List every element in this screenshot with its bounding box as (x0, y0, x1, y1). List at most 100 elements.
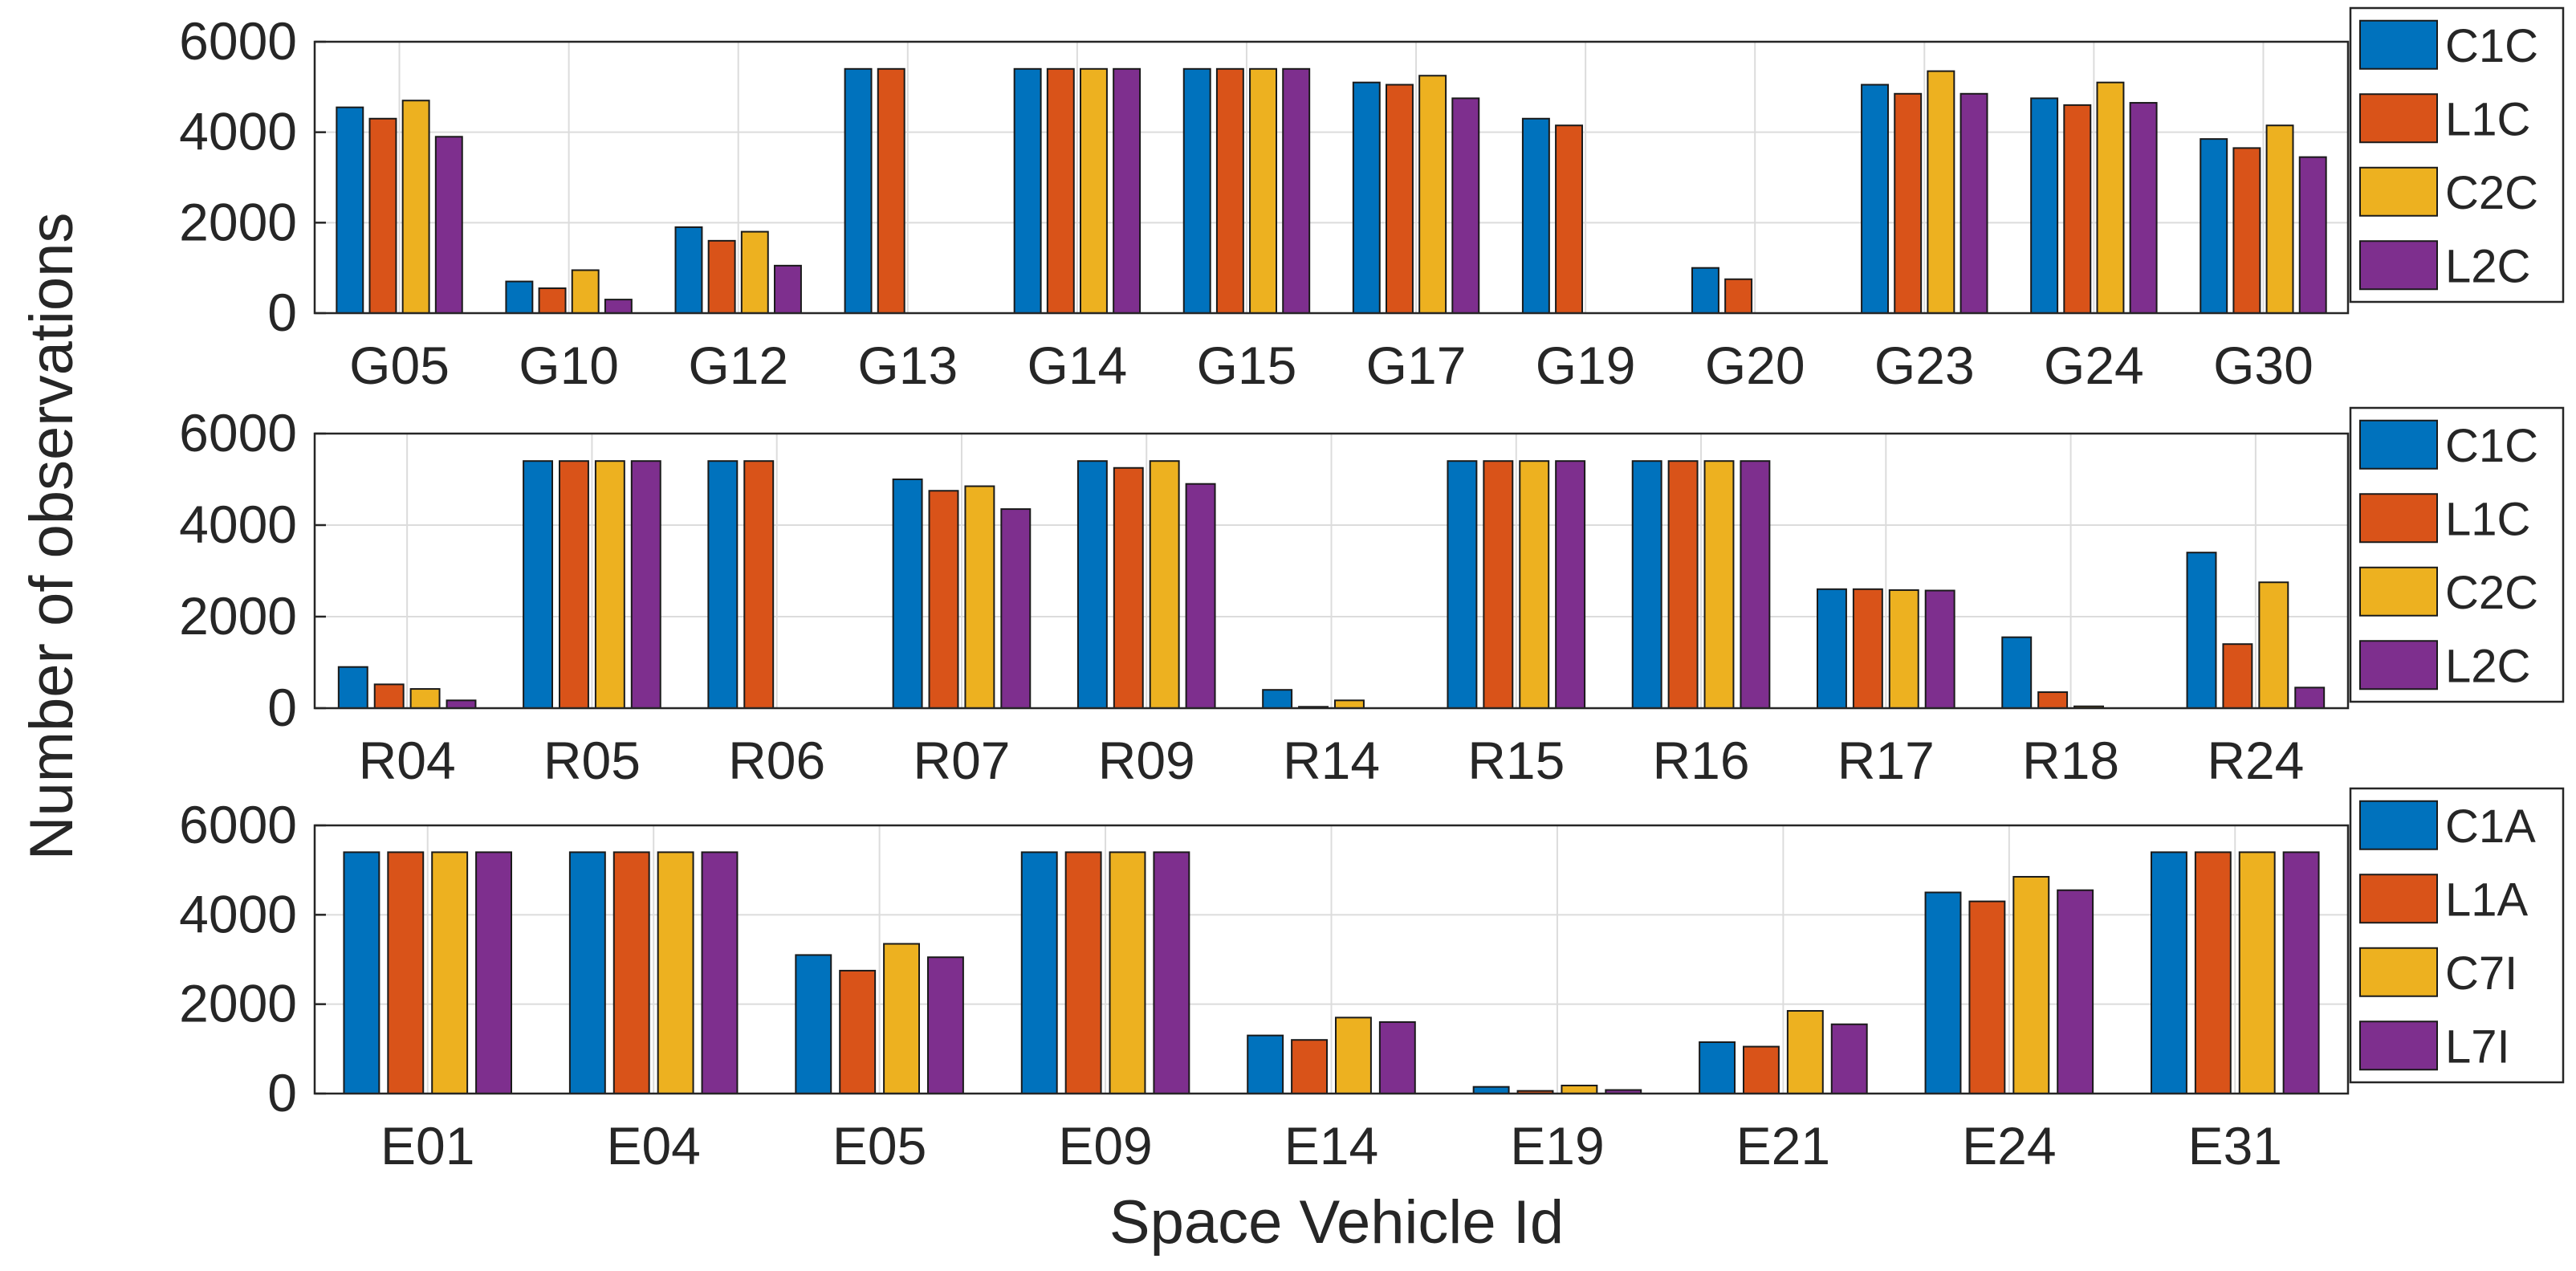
axes-frame (313, 824, 2350, 1095)
bar-e01-c7i (431, 851, 469, 1095)
y-axis-label: Number of observations (18, 213, 86, 861)
bar-g05-c2c (401, 100, 430, 314)
subplot-1: 0 2000 4000 6000 G05 G10 G12 G13 G14 G15 G17 G19 G20… (179, 6, 2565, 395)
y-tick-label: 4000 (179, 102, 297, 161)
x-tick-label: E14 (1284, 1116, 1378, 1175)
x-tick-label: G12 (688, 336, 788, 395)
bar-e19-c1a (1472, 1086, 1510, 1095)
bar-g14-l1c (1046, 67, 1075, 315)
legend-label-l1c: L1C (2445, 493, 2530, 545)
bar-e14-c7i (1334, 1016, 1372, 1095)
bar-r05-c1c (523, 460, 554, 709)
bar-g12-c2c (740, 230, 769, 315)
legend-swatch-c1a (2359, 800, 2438, 850)
bar-r09-l2c (1185, 483, 1216, 709)
axes-frame (313, 40, 2350, 315)
bar-e01-c1a (343, 851, 380, 1095)
x-tick-label: E21 (1736, 1116, 1830, 1175)
bar-r04-l2c (446, 699, 477, 709)
legend-label-l2c: L2C (2445, 240, 2530, 292)
bar-g30-c1c (2200, 138, 2228, 314)
bar-r09-l1c (1113, 466, 1144, 709)
x-tick-label: R04 (359, 731, 456, 790)
bar-e31-c1a (2151, 851, 2187, 1095)
bar-e19-c7i (1561, 1084, 1598, 1094)
bar-g14-c1c (1013, 67, 1042, 315)
bar-e21-c7i (1786, 1010, 1824, 1095)
bar-g24-l1c (2063, 104, 2092, 314)
bar-g05-l2c (434, 136, 463, 314)
x-tick-label: R14 (1283, 731, 1380, 790)
legend-swatch-l1c (2359, 93, 2438, 144)
bar-r15-l2c (1555, 460, 1586, 709)
x-tick-label: E19 (1510, 1116, 1604, 1175)
bar-e09-c1a (1020, 851, 1058, 1095)
bar-e09-c7i (1109, 851, 1146, 1095)
bar-r17-l2c (1924, 589, 1955, 710)
bar-e14-c1a (1247, 1034, 1284, 1094)
y-tick-label: 2000 (179, 974, 297, 1033)
y-tick-label: 0 (267, 678, 297, 737)
bar-r15-l1c (1483, 460, 1514, 709)
bar-g12-l1c (707, 239, 736, 314)
x-tick-label: R06 (728, 731, 825, 790)
bar-g17-c1c (1352, 81, 1381, 314)
bar-e24-l7i (2057, 889, 2094, 1095)
x-tick-label: E09 (1058, 1116, 1152, 1175)
legend-label-c2c: C2C (2445, 567, 2538, 619)
bar-e24-l1a (1968, 900, 2006, 1094)
bar-g30-l1c (2232, 147, 2261, 314)
bar-r18-c1c (2001, 636, 2033, 710)
bar-e31-c7i (2238, 851, 2276, 1095)
bar-g24-l2c (2129, 102, 2158, 315)
bar-g10-c2c (571, 269, 600, 315)
x-tick-label: R24 (2207, 731, 2304, 790)
bar-e21-l1a (1742, 1045, 1780, 1095)
axes-frame (313, 432, 2350, 710)
bar-e21-l7i (1830, 1023, 1868, 1095)
bar-r16-c2c (1703, 460, 1735, 709)
bar-g17-c2c (1418, 75, 1447, 314)
bar-e21-c1a (1699, 1041, 1736, 1094)
bar-g05-c1c (336, 106, 364, 315)
bar-r24-l1c (2222, 643, 2253, 710)
bar-e01-l1a (387, 851, 425, 1095)
x-tick-label: R16 (1653, 731, 1750, 790)
y-tick-label: 0 (267, 1063, 297, 1122)
bar-g30-l2c (2298, 156, 2327, 314)
bar-e05-l1a (839, 969, 877, 1094)
legend-swatch-l1c (2359, 493, 2438, 544)
bar-e24-c1a (1924, 891, 1962, 1094)
x-tick-label: E04 (606, 1116, 700, 1175)
bar-r09-c1c (1076, 460, 1108, 709)
bar-r04-c1c (337, 666, 368, 710)
bar-g15-l1c (1215, 67, 1244, 315)
x-tick-label: E24 (1962, 1116, 2056, 1175)
bar-r14-c1c (1262, 689, 1293, 710)
legend-label-c2c: C2C (2445, 167, 2538, 219)
bar-e05-l7i (926, 956, 964, 1095)
bar-e31-l1a (2194, 851, 2232, 1095)
bar-r04-c2c (409, 688, 441, 709)
bar-g20-l1c (1724, 278, 1753, 314)
legend-swatch-l1a (2359, 874, 2438, 924)
bar-r14-c2c (1333, 699, 1365, 709)
x-tick-label: G24 (2044, 336, 2144, 395)
bar-r07-c1c (892, 479, 923, 709)
bar-e31-l7i (2282, 851, 2320, 1095)
bar-g15-c2c (1249, 67, 1278, 315)
x-tick-label: R05 (543, 731, 641, 790)
bar-e05-c1a (795, 954, 832, 1095)
bar-e14-l1a (1291, 1039, 1329, 1094)
x-tick-label: R17 (1837, 731, 1935, 790)
bar-g15-c1c (1182, 67, 1211, 315)
x-tick-label: G14 (1028, 336, 1128, 395)
bar-r07-c2c (964, 485, 995, 709)
legend-swatch-l7i (2359, 1020, 2438, 1071)
bar-r17-l1c (1852, 588, 1883, 709)
y-tick-label: 6000 (179, 11, 297, 71)
x-tick-label: E01 (380, 1116, 474, 1175)
bar-g14-c2c (1079, 67, 1108, 315)
x-tick-label: G10 (519, 336, 619, 395)
